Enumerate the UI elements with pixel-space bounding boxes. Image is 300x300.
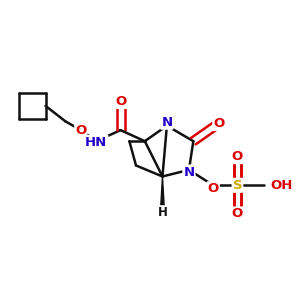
- Text: O: O: [115, 95, 126, 108]
- Text: O: O: [208, 182, 219, 195]
- Text: N: N: [183, 166, 194, 178]
- Text: O: O: [213, 117, 225, 130]
- Text: OH: OH: [271, 179, 293, 192]
- Polygon shape: [161, 176, 164, 207]
- Text: O: O: [232, 208, 243, 220]
- Text: HN: HN: [85, 136, 107, 149]
- Text: S: S: [233, 179, 242, 192]
- Text: N: N: [161, 116, 172, 129]
- Text: O: O: [232, 150, 243, 163]
- Text: H: H: [158, 206, 167, 219]
- Text: O: O: [75, 124, 86, 136]
